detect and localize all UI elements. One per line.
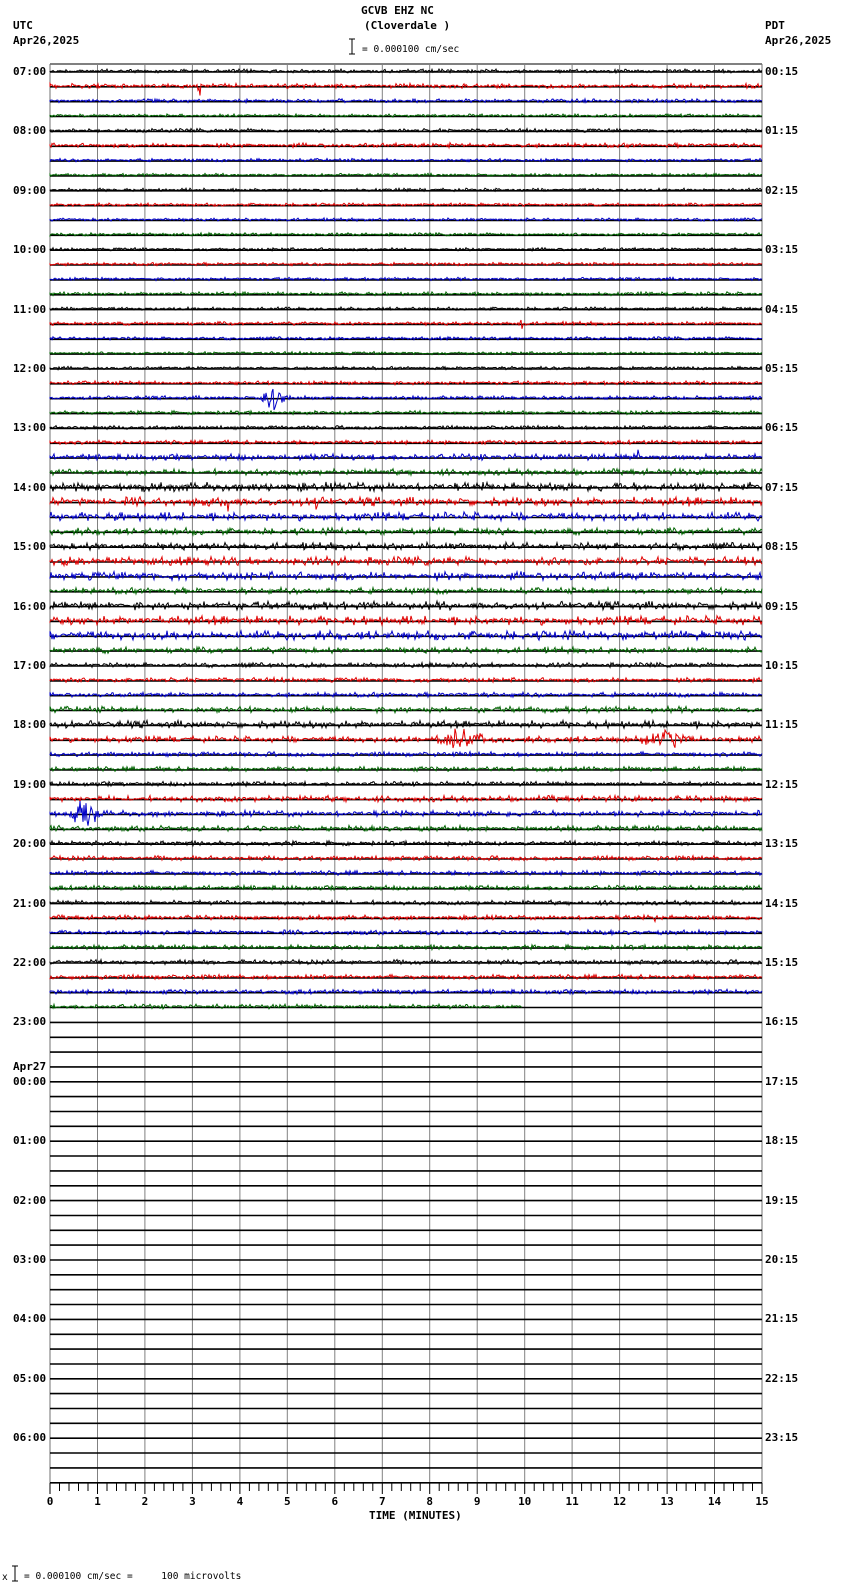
pdt-hour-label: 01:15: [765, 124, 799, 138]
utc-hour-label: 08:00: [13, 124, 47, 138]
utc-date-label: Apr27: [13, 1059, 47, 1073]
utc-hour-label: 01:00: [13, 1134, 47, 1148]
pdt-hour-label: 10:15: [765, 659, 799, 672]
utc-hour-label: 04:00: [13, 1312, 47, 1326]
utc-hour-label: 16:00: [13, 599, 47, 613]
pdt-hour-label: 22:15: [765, 1371, 799, 1385]
footer-marker: x: [2, 1572, 8, 1583]
x-tick-label: 1: [94, 1495, 101, 1508]
utc-hour-label: 09:00: [13, 183, 47, 197]
pdt-hour-label: 04:15: [765, 302, 799, 316]
pdt-hour-label: 20:15: [765, 1253, 799, 1266]
scale-bar-icon: [349, 38, 355, 55]
x-tick-label: 14: [707, 1495, 722, 1508]
x-tick-label: 9: [473, 1495, 481, 1508]
right-date: Apr26,2025: [765, 34, 832, 47]
pdt-hour-label: 08:15: [765, 540, 799, 554]
footer-scale-bar-icon: [12, 1565, 18, 1582]
station-title: GCVB EHZ NC: [361, 4, 434, 17]
utc-hour-label: 20:00: [13, 837, 47, 851]
station-location: (Cloverdale ): [364, 19, 451, 32]
pdt-hour-label: 07:15: [765, 480, 799, 494]
x-tick-label: 10: [518, 1495, 532, 1508]
pdt-hour-label: 09:15: [765, 599, 799, 613]
x-tick-label: 13: [660, 1495, 674, 1508]
x-tick-label: 3: [189, 1495, 196, 1508]
x-tick-label: 8: [426, 1495, 433, 1508]
utc-hour-label: 10:00: [13, 243, 47, 257]
left-date: Apr26,2025: [13, 34, 80, 47]
utc-hour-label: 05:00: [13, 1371, 47, 1385]
x-tick-label: 2: [141, 1495, 149, 1508]
pdt-hour-label: 18:15: [765, 1134, 799, 1148]
x-tick-label: 15: [755, 1495, 769, 1508]
pdt-hour-label: 03:15: [765, 243, 799, 257]
pdt-hour-label: 21:15: [765, 1312, 799, 1326]
pdt-hour-label: 13:15: [765, 837, 799, 851]
pdt-hour-label: 12:15: [765, 777, 799, 791]
utc-hour-label: 07:00: [13, 65, 47, 78]
scale-text: = 0.000100 cm/sec: [362, 44, 460, 55]
utc-hour-label: 17:00: [13, 659, 47, 672]
utc-hour-label: 00:00: [13, 1074, 47, 1088]
x-tick-label: 4: [236, 1495, 244, 1508]
utc-hour-label: 19:00: [13, 777, 47, 791]
utc-hour-label: 23:00: [13, 1015, 47, 1029]
x-tick-label: 0: [46, 1495, 54, 1508]
utc-hour-label: 21:00: [13, 896, 47, 910]
pdt-hour-label: 05:15: [765, 362, 799, 375]
utc-hour-label: 14:00: [13, 480, 47, 494]
pdt-hour-label: 15:15: [765, 956, 799, 969]
x-tick-label: 6: [331, 1495, 339, 1508]
footer-scale-text: = 0.000100 cm/sec = 100 microvolts: [24, 1571, 242, 1582]
pdt-hour-label: 19:15: [765, 1193, 799, 1207]
x-tick-label: 7: [378, 1495, 386, 1508]
utc-hour-label: 18:00: [13, 718, 47, 732]
pdt-hour-label: 14:15: [765, 896, 799, 910]
pdt-hour-label: 00:15: [765, 65, 799, 78]
pdt-hour-label: 02:15: [765, 183, 799, 197]
utc-hour-label: 12:00: [13, 362, 47, 375]
x-tick-label: 5: [283, 1495, 291, 1508]
x-tick-label: 11: [565, 1495, 579, 1508]
utc-hour-label: 13:00: [13, 421, 47, 435]
utc-hour-label: 03:00: [13, 1253, 47, 1266]
utc-hour-label: 22:00: [13, 956, 47, 969]
utc-hour-label: 11:00: [13, 302, 47, 316]
right-timezone: PDT: [765, 19, 785, 32]
pdt-hour-label: 17:15: [765, 1074, 799, 1088]
utc-hour-label: 06:00: [13, 1431, 47, 1445]
utc-hour-label: 15:00: [13, 540, 47, 554]
pdt-hour-label: 11:15: [765, 718, 799, 732]
utc-hour-label: 02:00: [13, 1193, 47, 1207]
pdt-hour-label: 16:15: [765, 1015, 799, 1029]
x-axis-title: TIME (MINUTES): [369, 1509, 462, 1522]
pdt-hour-label: 23:15: [765, 1431, 799, 1445]
x-tick-label: 12: [612, 1495, 627, 1508]
left-timezone: UTC: [13, 19, 33, 32]
pdt-hour-label: 06:15: [765, 421, 799, 435]
